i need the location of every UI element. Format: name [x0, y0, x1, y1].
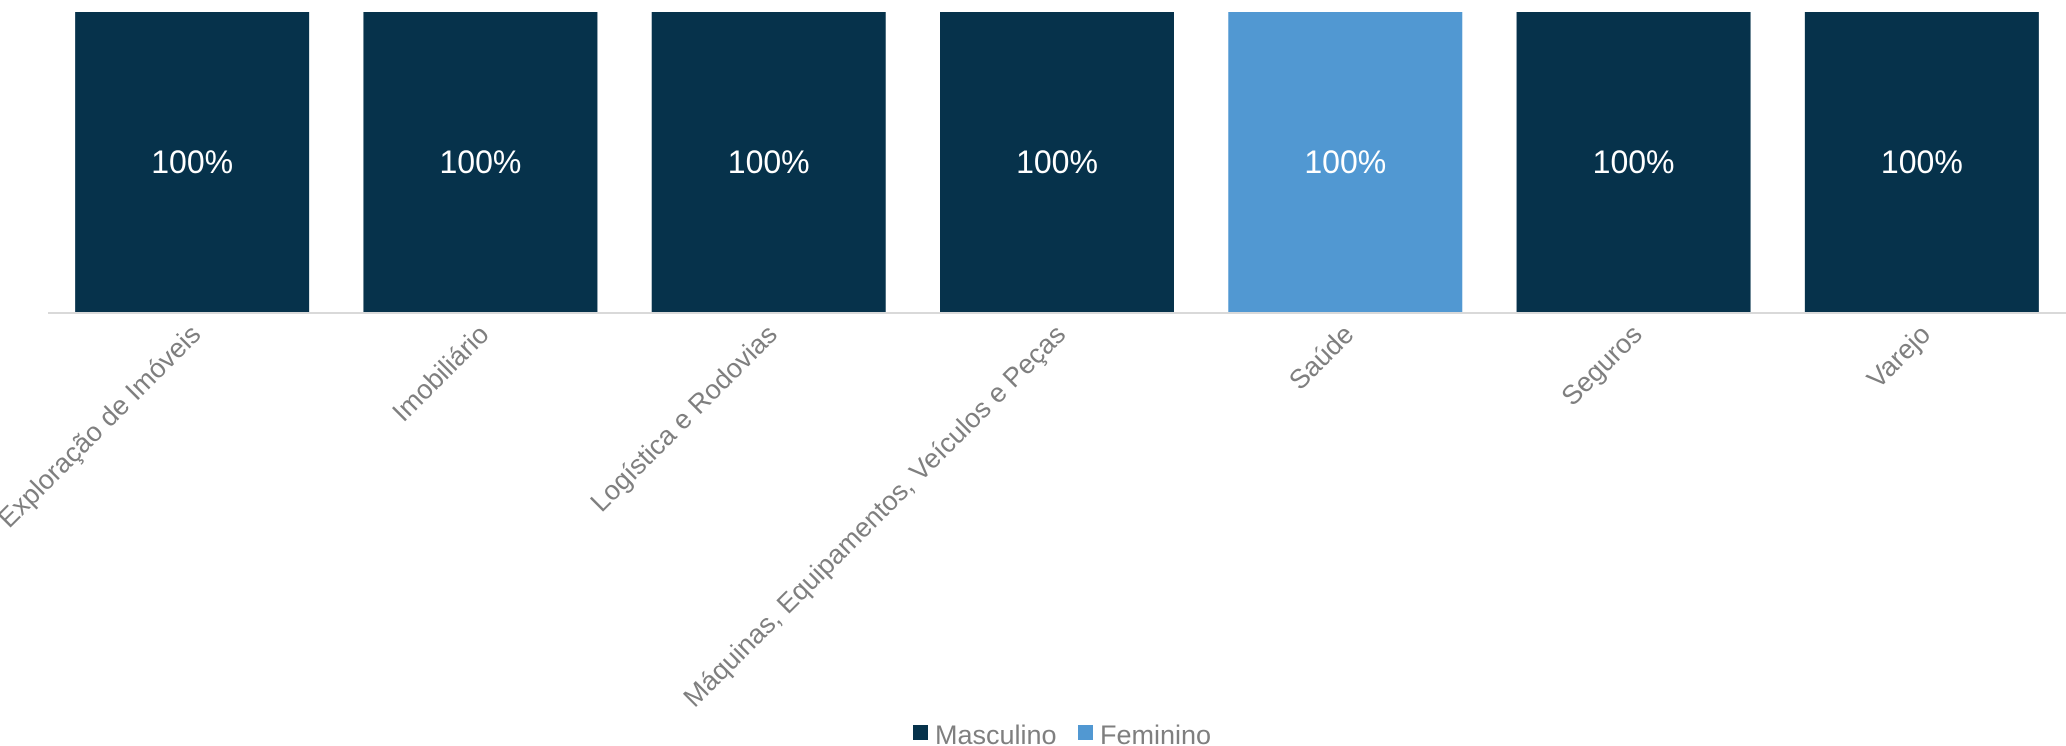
bar-masculino-2	[651, 12, 886, 312]
x-tick-label-1: Imobiliário	[386, 319, 494, 427]
x-tick-labels-group: Exploração de Imóveis Imobiliário Logístic…	[0, 319, 1936, 713]
legend-swatch-masculino	[913, 725, 928, 740]
bar-masculino-0	[75, 12, 310, 312]
data-label-1: 100%	[440, 144, 522, 180]
data-label-0: 100%	[151, 144, 233, 180]
legend-item-feminino: Feminino	[1078, 720, 1211, 746]
legend-label-masculino: Masculino	[935, 720, 1057, 746]
bars-group	[75, 12, 2039, 312]
bar-masculino-1	[363, 12, 598, 312]
data-label-5: 100%	[1593, 144, 1675, 180]
bar-masculino-3	[940, 12, 1174, 312]
x-tick-label-5: Seguros	[1555, 319, 1647, 411]
x-tick-label-2: Logística e Rodovias	[585, 319, 783, 517]
data-label-3: 100%	[1016, 144, 1098, 180]
bar-masculino-6	[1804, 12, 2039, 312]
data-label-2: 100%	[728, 144, 810, 180]
legend-swatch-feminino	[1078, 725, 1093, 740]
x-tick-label-4: Saúde	[1283, 319, 1359, 395]
legend-label-feminino: Feminino	[1100, 720, 1211, 746]
bar-masculino-5	[1516, 12, 1751, 312]
legend-item-masculino: Masculino	[913, 720, 1057, 746]
data-label-6: 100%	[1881, 144, 1963, 180]
data-labels-group: 100% 100% 100% 100% 100% 100% 100%	[151, 144, 1963, 180]
legend: Masculino Feminino	[913, 720, 1211, 746]
bar-feminino-4	[1228, 12, 1463, 312]
data-label-4: 100%	[1304, 144, 1386, 180]
x-tick-label-6: Varejo	[1861, 319, 1936, 394]
x-tick-label-0: Exploração de Imóveis	[0, 319, 206, 533]
